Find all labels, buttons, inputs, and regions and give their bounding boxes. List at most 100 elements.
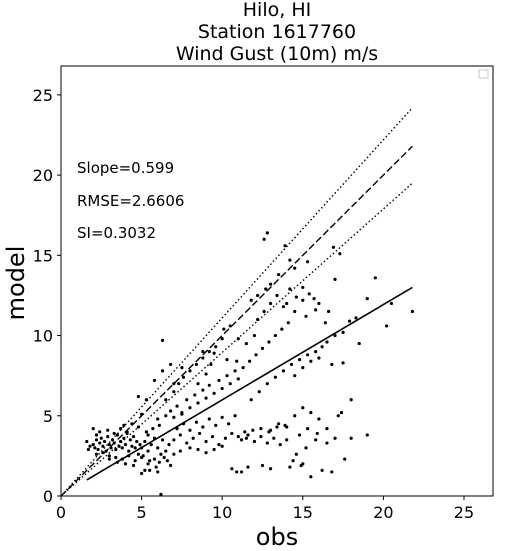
- data-point: [181, 375, 186, 379]
- data-point: [236, 337, 240, 341]
- data-point: [241, 366, 245, 370]
- data-point: [268, 301, 273, 306]
- data-point: [169, 463, 173, 468]
- data-point: [162, 455, 166, 460]
- data-point: [152, 457, 157, 461]
- y-axis-label: model: [2, 246, 30, 321]
- data-point: [180, 366, 184, 370]
- data-point: [385, 324, 389, 328]
- data-point: [131, 463, 136, 468]
- data-point: [201, 349, 205, 354]
- data-point: [114, 455, 118, 460]
- data-point: [146, 449, 150, 453]
- data-point: [293, 309, 297, 314]
- data-point: [336, 414, 340, 418]
- data-point: [225, 374, 229, 378]
- data-point: [317, 356, 321, 360]
- data-point: [98, 441, 102, 445]
- data-point: [244, 341, 248, 346]
- data-point: [275, 425, 279, 429]
- data-point: [139, 471, 144, 476]
- data-point: [267, 340, 271, 344]
- data-point: [265, 441, 269, 445]
- data-point: [247, 359, 252, 363]
- data-point: [204, 396, 208, 400]
- data-point: [293, 266, 297, 270]
- data-point: [304, 446, 308, 450]
- x-tick-label: 20: [373, 503, 393, 522]
- data-point: [349, 436, 353, 440]
- x-tick-label: 0: [56, 503, 66, 522]
- data-point: [259, 427, 263, 431]
- data-point: [294, 452, 298, 456]
- data-point: [188, 446, 192, 450]
- data-point: [160, 369, 165, 373]
- data-point: [212, 447, 216, 452]
- data-point: [128, 438, 132, 442]
- data-point: [156, 446, 160, 450]
- data-point: [156, 470, 160, 474]
- data-point: [264, 287, 268, 291]
- data-point: [343, 457, 347, 461]
- upper-bound-line: [60, 107, 413, 497]
- data-point: [220, 386, 224, 391]
- data-point: [323, 321, 327, 325]
- data-point: [272, 436, 276, 440]
- y-tick-label: 0: [43, 487, 53, 506]
- data-point: [151, 427, 155, 431]
- data-point: [157, 460, 161, 464]
- data-point: [148, 468, 152, 472]
- data-point: [277, 272, 281, 277]
- data-point: [410, 309, 415, 314]
- data-point: [175, 427, 179, 431]
- data-point: [235, 359, 239, 363]
- legend-box: [478, 69, 489, 79]
- data-point: [207, 383, 211, 387]
- data-point: [160, 338, 165, 342]
- data-point: [333, 277, 337, 281]
- data-point: [159, 492, 163, 496]
- data-point: [136, 425, 140, 429]
- data-point: [254, 353, 258, 357]
- data-point: [130, 422, 134, 426]
- data-point: [204, 372, 208, 376]
- data-point: [169, 409, 173, 413]
- data-point: [288, 287, 292, 291]
- data-point: [230, 467, 234, 471]
- data-point: [112, 431, 116, 436]
- data-point: [233, 369, 237, 373]
- data-point: [222, 327, 226, 331]
- data-point: [212, 351, 216, 355]
- data-point: [325, 441, 329, 445]
- data-point: [320, 468, 324, 472]
- data-point: [260, 463, 265, 468]
- data-point: [349, 398, 353, 402]
- data-point: [164, 414, 168, 418]
- data-point: [102, 439, 107, 444]
- data-points: [85, 231, 415, 496]
- data-point: [175, 404, 179, 408]
- data-point: [252, 333, 257, 338]
- data-point: [259, 435, 263, 439]
- data-point: [252, 439, 257, 444]
- data-point: [330, 362, 334, 367]
- data-point: [104, 449, 108, 453]
- y-tick-label: 25: [33, 86, 53, 105]
- data-point: [291, 459, 295, 463]
- data-point: [117, 444, 121, 448]
- data-point: [235, 470, 239, 474]
- data-point: [220, 337, 224, 341]
- data-point: [152, 436, 157, 440]
- data-point: [278, 443, 282, 447]
- data-point: [293, 414, 297, 418]
- data-point: [317, 301, 321, 306]
- data-point: [315, 431, 319, 436]
- data-point: [273, 333, 277, 338]
- data-point: [286, 321, 290, 325]
- data-point: [119, 439, 123, 444]
- data-point: [333, 333, 337, 338]
- data-point: [267, 430, 271, 434]
- data-point: [299, 463, 303, 468]
- data-point: [115, 433, 120, 437]
- x-axis-label: obs: [256, 523, 298, 551]
